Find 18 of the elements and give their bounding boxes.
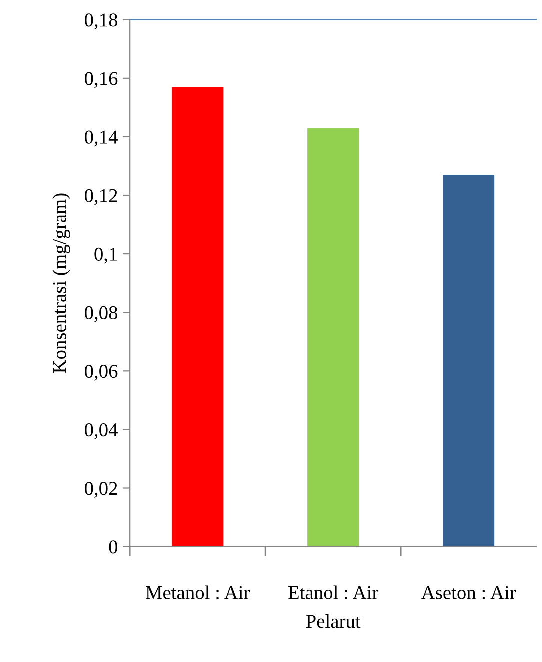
bar [172, 87, 224, 547]
bar [443, 175, 495, 547]
x-tick-label: Metanol : Air [146, 586, 250, 600]
y-tick-label: 0,14 [84, 130, 118, 147]
y-tick-label: 0,08 [84, 306, 118, 322]
y-tick-label: 0,02 [84, 482, 118, 498]
y-tick-label: 0 [109, 540, 118, 554]
y-tick-label: 0,12 [84, 189, 118, 206]
x-axis-title: Pelarut [306, 614, 361, 628]
x-tick-label: Etanol : Air [288, 586, 379, 600]
y-tick-label: 0,16 [84, 72, 118, 88]
y-tick-label: 0,1 [94, 248, 118, 264]
y-tick-label: 0,18 [84, 14, 118, 30]
bar [308, 128, 360, 547]
x-tick-label: Aseton : Air [421, 586, 516, 600]
y-tick-label: 0,04 [84, 424, 118, 440]
y-axis-title: Konsentrasi (mg/gram) [52, 194, 70, 374]
y-tick-label: 0,06 [84, 364, 118, 381]
